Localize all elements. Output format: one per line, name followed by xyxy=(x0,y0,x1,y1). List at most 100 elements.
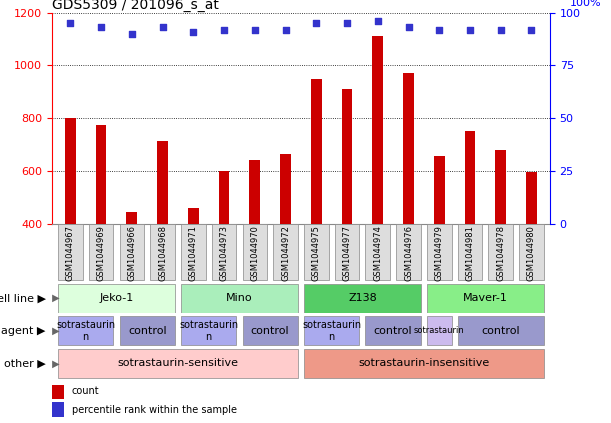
Text: ▶: ▶ xyxy=(49,326,59,336)
Text: GSM1044977: GSM1044977 xyxy=(343,225,351,281)
FancyBboxPatch shape xyxy=(89,224,114,280)
Text: sotrastaurin: sotrastaurin xyxy=(414,326,464,335)
Bar xyxy=(526,172,537,224)
Text: GSM1044966: GSM1044966 xyxy=(127,225,136,281)
Point xyxy=(373,18,382,25)
FancyBboxPatch shape xyxy=(458,224,482,280)
FancyBboxPatch shape xyxy=(58,349,298,378)
FancyBboxPatch shape xyxy=(427,284,544,313)
FancyBboxPatch shape xyxy=(396,224,421,280)
Text: GSM1044967: GSM1044967 xyxy=(66,225,75,281)
Text: sotrastaurin-sensitive: sotrastaurin-sensitive xyxy=(117,358,238,368)
Text: ▶: ▶ xyxy=(49,358,59,368)
Bar xyxy=(403,73,414,224)
FancyBboxPatch shape xyxy=(304,224,329,280)
Point xyxy=(280,26,290,33)
Text: Jeko-1: Jeko-1 xyxy=(100,293,134,303)
Text: GSM1044968: GSM1044968 xyxy=(158,225,167,281)
Point xyxy=(496,26,506,33)
Text: GSM1044976: GSM1044976 xyxy=(404,225,413,281)
Text: GSM1044979: GSM1044979 xyxy=(435,225,444,281)
Bar xyxy=(188,208,199,224)
Text: GSM1044972: GSM1044972 xyxy=(281,225,290,281)
Point xyxy=(527,26,536,33)
Bar xyxy=(219,171,230,224)
Point xyxy=(65,20,75,27)
Text: GSM1044970: GSM1044970 xyxy=(251,225,259,281)
Text: Maver-1: Maver-1 xyxy=(463,293,508,303)
Bar xyxy=(126,212,137,224)
Bar xyxy=(342,89,353,224)
Point xyxy=(158,24,167,31)
Text: GSM1044975: GSM1044975 xyxy=(312,225,321,281)
Text: sotrastaurin
n: sotrastaurin n xyxy=(179,320,238,342)
FancyBboxPatch shape xyxy=(365,316,421,345)
Text: sotrastaurin
n: sotrastaurin n xyxy=(302,320,361,342)
Text: GSM1044974: GSM1044974 xyxy=(373,225,382,281)
Bar xyxy=(65,118,76,224)
FancyBboxPatch shape xyxy=(304,284,421,313)
Text: sotrastaurin
n: sotrastaurin n xyxy=(56,320,115,342)
Text: count: count xyxy=(72,386,100,396)
FancyBboxPatch shape xyxy=(519,224,544,280)
FancyBboxPatch shape xyxy=(58,284,175,313)
Text: cell line ▶: cell line ▶ xyxy=(0,293,46,303)
Text: control: control xyxy=(481,326,520,336)
Point xyxy=(96,24,106,31)
FancyBboxPatch shape xyxy=(365,224,390,280)
Point xyxy=(219,26,229,33)
FancyBboxPatch shape xyxy=(181,224,206,280)
Text: Z138: Z138 xyxy=(348,293,377,303)
FancyBboxPatch shape xyxy=(488,224,513,280)
Bar xyxy=(464,132,475,224)
Text: GSM1044973: GSM1044973 xyxy=(219,225,229,281)
FancyBboxPatch shape xyxy=(181,316,236,345)
Text: control: control xyxy=(128,326,167,336)
FancyBboxPatch shape xyxy=(120,224,144,280)
Text: percentile rank within the sample: percentile rank within the sample xyxy=(72,405,237,415)
Bar xyxy=(280,154,291,224)
FancyBboxPatch shape xyxy=(273,224,298,280)
Text: other ▶: other ▶ xyxy=(4,358,46,368)
FancyBboxPatch shape xyxy=(58,316,114,345)
Point xyxy=(404,24,414,31)
Text: GSM1044969: GSM1044969 xyxy=(97,225,106,281)
Text: Mino: Mino xyxy=(226,293,253,303)
Text: ▶: ▶ xyxy=(49,293,59,303)
FancyBboxPatch shape xyxy=(335,224,359,280)
Bar xyxy=(96,125,106,224)
Text: sotrastaurin-insensitive: sotrastaurin-insensitive xyxy=(358,358,489,368)
Text: GSM1044981: GSM1044981 xyxy=(466,225,475,281)
Text: GSM1044980: GSM1044980 xyxy=(527,225,536,281)
FancyBboxPatch shape xyxy=(181,284,298,313)
Bar xyxy=(249,160,260,224)
Text: agent ▶: agent ▶ xyxy=(1,326,46,336)
Point xyxy=(188,28,198,35)
Bar xyxy=(496,150,506,224)
Point xyxy=(434,26,444,33)
Text: GDS5309 / 201096_s_at: GDS5309 / 201096_s_at xyxy=(52,0,219,12)
FancyBboxPatch shape xyxy=(458,316,544,345)
FancyBboxPatch shape xyxy=(120,316,175,345)
Text: control: control xyxy=(251,326,290,336)
FancyBboxPatch shape xyxy=(243,224,267,280)
Point xyxy=(127,30,137,37)
Text: control: control xyxy=(374,326,412,336)
FancyBboxPatch shape xyxy=(427,316,452,345)
Bar xyxy=(372,36,383,224)
FancyBboxPatch shape xyxy=(150,224,175,280)
FancyBboxPatch shape xyxy=(427,224,452,280)
FancyBboxPatch shape xyxy=(58,224,82,280)
Bar xyxy=(311,79,321,224)
Text: GSM1044971: GSM1044971 xyxy=(189,225,198,281)
FancyBboxPatch shape xyxy=(212,224,236,280)
Bar xyxy=(52,385,64,399)
Text: 100%: 100% xyxy=(570,0,601,8)
FancyBboxPatch shape xyxy=(243,316,298,345)
Point xyxy=(250,26,260,33)
Point xyxy=(342,20,352,27)
Text: GSM1044978: GSM1044978 xyxy=(496,225,505,281)
FancyBboxPatch shape xyxy=(304,349,544,378)
Bar xyxy=(434,157,445,224)
Point xyxy=(465,26,475,33)
